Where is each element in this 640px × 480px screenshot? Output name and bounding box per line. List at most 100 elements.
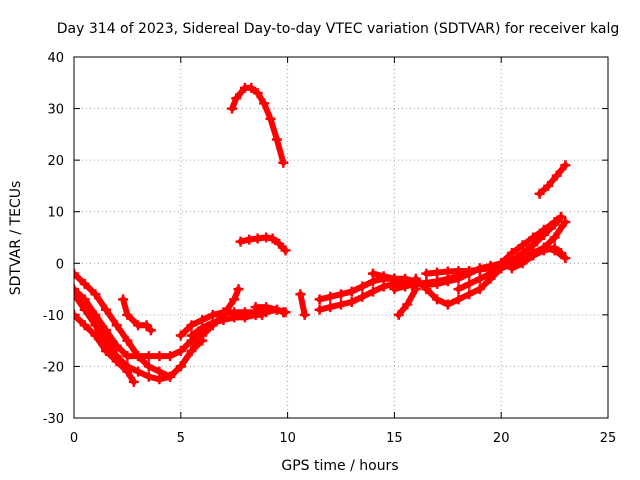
data-point xyxy=(235,236,246,247)
data-point xyxy=(346,286,357,297)
y-tick-label: 40 xyxy=(47,51,64,66)
data-point xyxy=(111,320,122,331)
data-point xyxy=(90,309,101,320)
data-point xyxy=(517,258,528,269)
data-point xyxy=(410,284,421,295)
data-point xyxy=(506,263,517,274)
data-point xyxy=(143,361,154,372)
data-point xyxy=(432,267,443,278)
data-point xyxy=(229,294,240,305)
data-point xyxy=(560,160,571,171)
series-trace xyxy=(536,162,569,197)
data-point xyxy=(271,304,282,315)
data-point xyxy=(432,276,443,287)
data-point xyxy=(485,268,496,279)
data-point xyxy=(556,248,566,258)
plot-frame xyxy=(73,56,609,419)
plot-area xyxy=(74,82,571,387)
series-arc-10 xyxy=(235,232,291,256)
data-series xyxy=(74,82,571,387)
data-point xyxy=(154,351,165,362)
series-arc-11 xyxy=(295,289,310,320)
data-point xyxy=(252,233,263,244)
data-point xyxy=(122,335,133,346)
data-point xyxy=(474,284,485,295)
data-point xyxy=(560,253,571,264)
series-arc-21 xyxy=(496,211,566,269)
data-point xyxy=(534,188,545,199)
data-point xyxy=(400,281,411,292)
data-point xyxy=(111,356,122,367)
data-point xyxy=(239,312,250,323)
x-axis-label: GPS time / hours xyxy=(281,458,398,474)
series-arc-7 xyxy=(186,309,267,341)
data-point xyxy=(421,268,432,279)
data-point xyxy=(197,335,208,346)
series-arc-23 xyxy=(534,160,571,199)
data-point xyxy=(90,330,101,341)
data-point xyxy=(560,217,571,227)
data-point xyxy=(464,266,475,276)
x-tick-label: 20 xyxy=(493,431,510,446)
data-point xyxy=(336,299,346,310)
data-point xyxy=(474,273,485,284)
y-tick-label: -10 xyxy=(43,309,64,324)
data-point xyxy=(528,232,539,243)
data-point xyxy=(442,266,453,277)
data-point xyxy=(186,320,197,331)
data-point xyxy=(165,371,176,382)
data-point xyxy=(133,320,144,331)
data-point xyxy=(250,302,261,313)
data-point xyxy=(197,322,208,333)
data-point xyxy=(175,361,186,372)
data-point xyxy=(453,284,464,295)
data-point xyxy=(165,351,176,362)
data-point xyxy=(549,217,560,227)
data-point xyxy=(402,299,413,310)
y-axis-label: SDTVAR / TECUs xyxy=(8,181,24,296)
data-point xyxy=(278,157,289,168)
data-point xyxy=(357,291,368,302)
series-arc-22 xyxy=(506,242,566,274)
data-point xyxy=(556,211,566,222)
data-point xyxy=(280,245,291,256)
series-arc-16 xyxy=(393,284,421,320)
y-tick-label: 30 xyxy=(47,103,64,118)
data-point xyxy=(229,312,240,323)
data-point xyxy=(265,113,276,124)
data-point xyxy=(389,284,400,295)
data-point xyxy=(421,284,432,295)
data-point xyxy=(233,284,244,295)
y-tick-label: -30 xyxy=(43,412,64,427)
data-point xyxy=(175,346,186,356)
data-point xyxy=(118,294,129,305)
data-point xyxy=(389,273,400,284)
data-point xyxy=(299,309,310,320)
data-point xyxy=(186,330,197,341)
data-point xyxy=(101,325,111,336)
data-point xyxy=(74,268,79,279)
series-arc-3 xyxy=(74,309,139,387)
data-point xyxy=(453,294,464,305)
data-point xyxy=(549,242,560,253)
y-tick-label: 20 xyxy=(47,154,64,169)
data-point xyxy=(314,304,325,315)
series-arc-5 xyxy=(118,294,156,336)
data-point xyxy=(538,245,549,256)
data-point xyxy=(111,340,122,351)
data-point xyxy=(474,264,485,275)
data-point xyxy=(538,224,549,235)
data-point xyxy=(128,376,139,387)
data-point xyxy=(122,309,133,320)
series-arc-9 xyxy=(227,82,289,168)
data-point xyxy=(259,98,270,109)
data-point xyxy=(549,232,560,243)
x-tick-label: 25 xyxy=(600,431,617,446)
data-point xyxy=(295,289,306,300)
data-point xyxy=(346,297,357,307)
data-point xyxy=(442,299,453,310)
data-point xyxy=(325,302,336,313)
data-point xyxy=(517,240,528,251)
data-point xyxy=(74,309,79,320)
